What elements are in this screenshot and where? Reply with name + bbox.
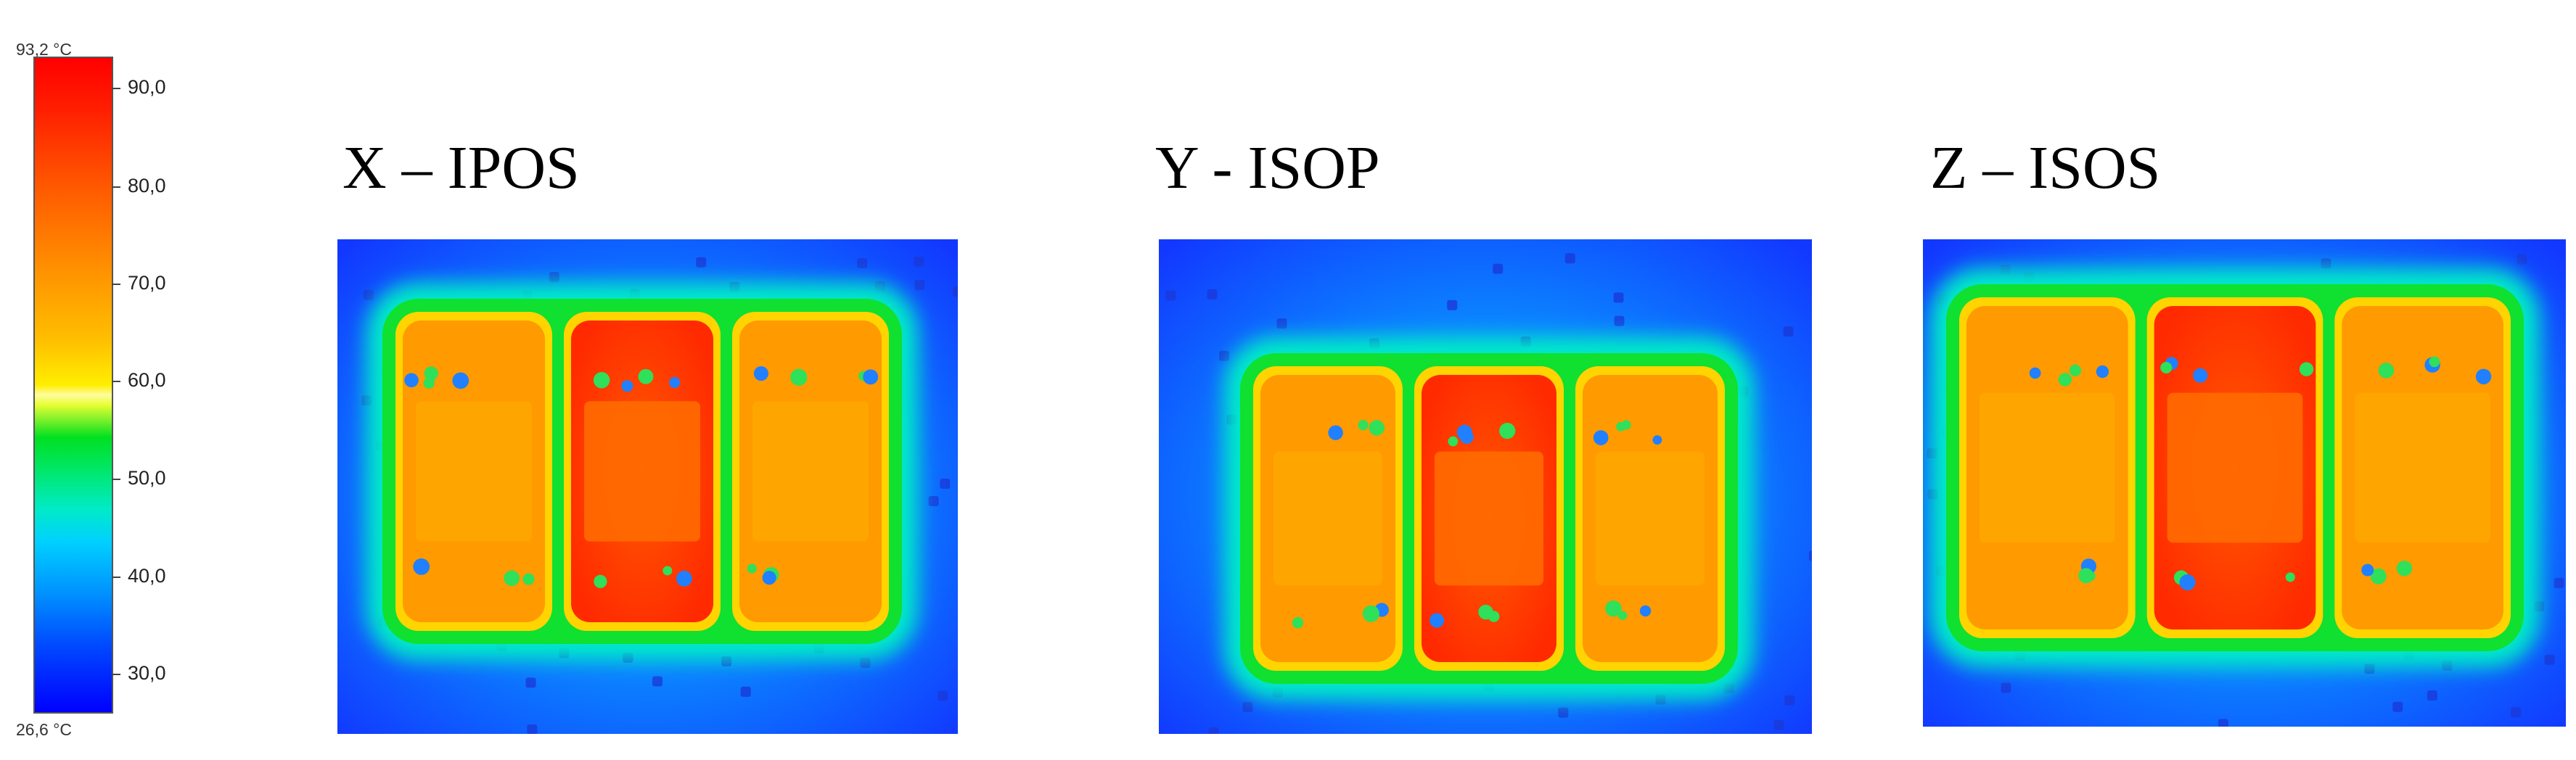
tick-label-80: 80,0 [128, 175, 166, 197]
panel-z-module-1-core [1980, 392, 2115, 543]
panel-y-module-3-core [1596, 451, 1705, 586]
panel-z-svg [1923, 239, 2566, 727]
tick-line-40 [112, 577, 120, 578]
thermal-image-x-ipos [337, 239, 958, 734]
tick-label-50: 50,0 [128, 467, 166, 489]
thermal-image-z-isos [1923, 239, 2566, 727]
tick-label-70: 70,0 [128, 272, 166, 294]
panel-title-z: Z – ISOS [1930, 134, 2161, 202]
scale-min-label: 26,6 °C [16, 720, 72, 739]
tick-line-50 [112, 479, 120, 480]
tick-label-30: 30,0 [128, 662, 166, 684]
tick-line-90 [112, 88, 120, 89]
tick-line-30 [112, 674, 120, 675]
panel-x-module-2-core [584, 401, 700, 542]
temperature-color-scale [33, 57, 113, 714]
tick-label-60: 60,0 [128, 369, 166, 391]
panel-y-svg [1159, 239, 1812, 734]
thermal-image-y-isop [1159, 239, 1812, 734]
tick-line-60 [112, 381, 120, 382]
panel-y-module-1-core [1273, 451, 1382, 586]
panel-z-module-3-core [2355, 392, 2490, 543]
panel-y-module-2-core [1435, 451, 1543, 586]
panel-z-module-2-core [2167, 392, 2303, 543]
panel-title-x: X – IPOS [342, 134, 580, 202]
panel-title-y: Y - ISOP [1155, 134, 1380, 202]
tick-line-80 [112, 186, 120, 188]
scale-max-label: 93,2 °C [16, 40, 72, 59]
tick-label-90: 90,0 [128, 76, 166, 98]
panel-x-module-3-core [752, 401, 869, 542]
panel-x-module-1-core [416, 401, 532, 542]
tick-line-70 [112, 284, 120, 285]
panel-x-svg [337, 239, 958, 734]
tick-label-40: 40,0 [128, 565, 166, 587]
